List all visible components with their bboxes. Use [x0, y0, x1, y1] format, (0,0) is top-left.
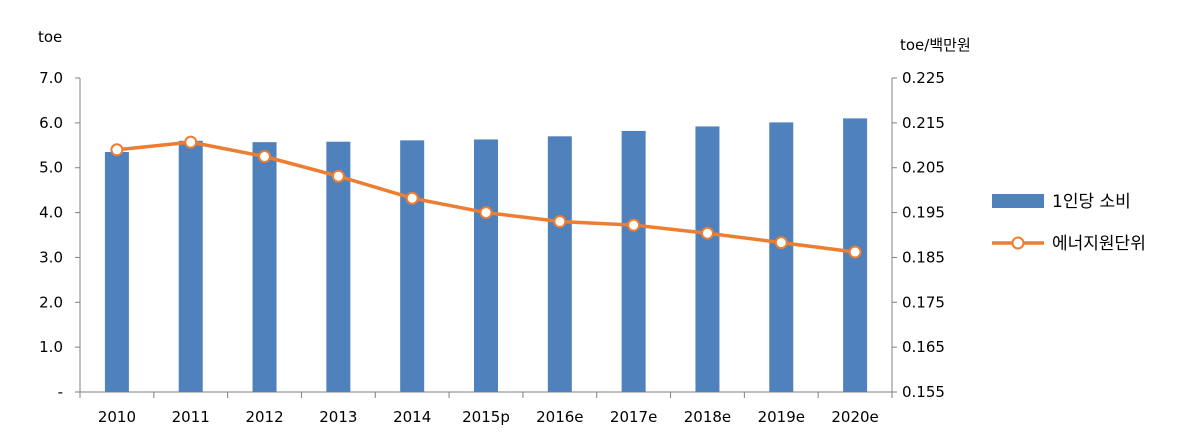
bar [252, 142, 277, 392]
right-tick-label: 0.165 [902, 338, 945, 356]
legend-bar-label: 1인당 소비 [1052, 192, 1131, 212]
line-series [110, 135, 862, 259]
right-tick-label: 0.225 [902, 69, 945, 87]
line-marker [331, 169, 345, 183]
x-tick-label: 2014 [393, 408, 431, 426]
line-marker [774, 236, 788, 250]
line-marker [405, 191, 419, 205]
right-tick-label: 0.185 [902, 248, 945, 266]
x-tick-label: 2015p [462, 408, 510, 426]
bar [769, 122, 794, 392]
bar [400, 140, 425, 392]
line-marker [700, 226, 714, 240]
x-tick-label: 2013 [319, 408, 357, 426]
right-tick-label: 0.205 [902, 159, 945, 177]
bar-series [104, 118, 868, 393]
x-tick-label: 2010 [98, 408, 136, 426]
x-tick-label: 2020e [831, 408, 878, 426]
left-tick-label: 4.0 [39, 204, 63, 222]
left-tick-label: 6.0 [39, 114, 63, 132]
x-tick-label: 2011 [172, 408, 210, 426]
bar [178, 140, 203, 392]
x-tick-label: 2012 [245, 408, 283, 426]
right-tick-label: 0.175 [902, 293, 945, 311]
left-axis-unit: toe [38, 28, 62, 46]
x-tick-label: 2016e [536, 408, 583, 426]
left-tick-label: 1.0 [39, 338, 63, 356]
line-marker [110, 143, 124, 157]
bar [547, 136, 572, 392]
line-marker [627, 218, 641, 232]
bar [104, 152, 129, 392]
right-axis-unit: toe/백만원 [900, 36, 971, 54]
bar [695, 126, 720, 393]
line-marker [553, 215, 567, 229]
left-tick-label: 7.0 [39, 69, 63, 87]
bar [474, 139, 498, 392]
legend-line-label: 에너지원단위 [1052, 234, 1146, 254]
line-marker [258, 150, 272, 163]
left-tick-label: 3.0 [39, 248, 63, 266]
line-marker [184, 135, 198, 149]
left-tick-label: 5.0 [39, 159, 63, 177]
left-tick-label: - [58, 383, 63, 401]
line-marker [848, 245, 862, 259]
axes: - 0.155 1.0 0.165 2.0 0.175 3.0 0.185 4.0 0.195 5.… [39, 69, 945, 426]
line-marker [479, 206, 493, 220]
x-tick-label: 2018e [684, 408, 731, 426]
left-tick-label: 2.0 [39, 293, 63, 311]
legend-bar-swatch [992, 194, 1044, 208]
bar [621, 130, 646, 392]
legend-line-marker [1011, 236, 1025, 250]
x-tick-label: 2017e [610, 408, 657, 426]
right-tick-label: 0.195 [902, 204, 945, 222]
x-tick-label: 2019e [758, 408, 805, 426]
right-tick-label: 0.215 [902, 114, 945, 132]
right-tick-label: 0.155 [902, 383, 945, 401]
bar [326, 141, 351, 392]
